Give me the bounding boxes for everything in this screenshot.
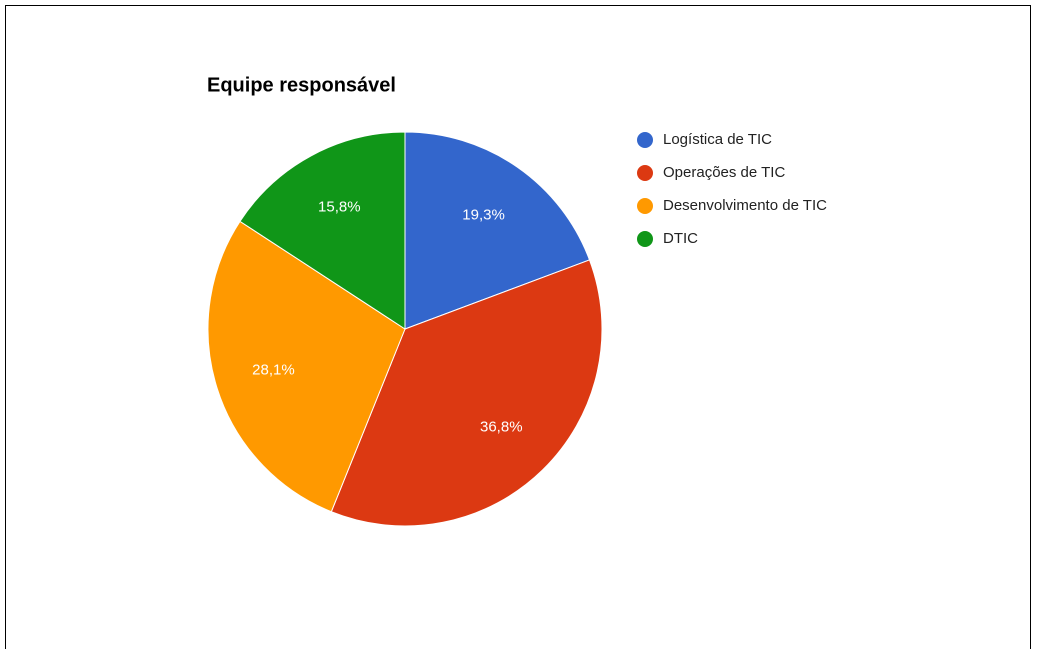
pie-slice	[239, 131, 406, 330]
legend-label: Desenvolvimento de TIC	[663, 197, 827, 214]
legend-label: DTIC	[663, 230, 698, 247]
legend-label: Operações de TIC	[663, 164, 785, 181]
slice-label: 19,3%	[462, 207, 505, 224]
chart-title: Equipe responsável	[207, 74, 396, 96]
legend-swatch	[637, 198, 653, 214]
slice-label: 15,8%	[318, 199, 361, 216]
pie-slice	[330, 259, 603, 527]
pie-slice	[404, 131, 591, 330]
slice-label: 36,8%	[480, 419, 523, 436]
pie-slice	[207, 220, 406, 513]
legend-swatch	[637, 165, 653, 181]
legend-label: Logística de TIC	[663, 131, 772, 148]
legend-swatch	[637, 132, 653, 148]
slice-label: 28,1%	[252, 361, 295, 378]
legend-swatch	[637, 231, 653, 247]
